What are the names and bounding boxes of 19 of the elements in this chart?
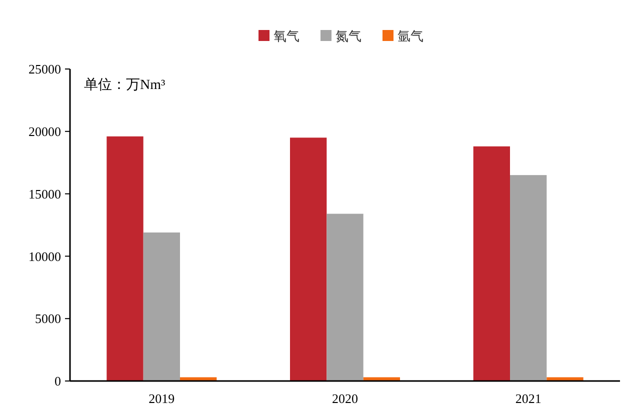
x-tick-label: 2021 [515, 391, 542, 406]
legend-label: 氩气 [398, 30, 424, 45]
y-tick-label: 20000 [28, 124, 61, 139]
bar [326, 214, 364, 381]
bar [143, 232, 180, 381]
y-tick-label: 0 [54, 374, 61, 389]
bar [106, 136, 144, 381]
annotation: 单位：万Nm³ [84, 77, 166, 93]
x-tick-label: 2020 [332, 391, 358, 406]
legend-label: 氧气 [274, 30, 300, 45]
legend-label: 氮气 [336, 30, 362, 45]
bar [290, 138, 327, 381]
y-tick-label: 15000 [28, 186, 61, 202]
y-tick-label: 10000 [28, 248, 61, 264]
bar [510, 175, 547, 381]
y-tick-label: 25000 [28, 62, 61, 77]
y-tick-label: 5000 [35, 311, 61, 326]
bar [473, 146, 510, 381]
x-tick-label: 2019 [148, 391, 175, 406]
